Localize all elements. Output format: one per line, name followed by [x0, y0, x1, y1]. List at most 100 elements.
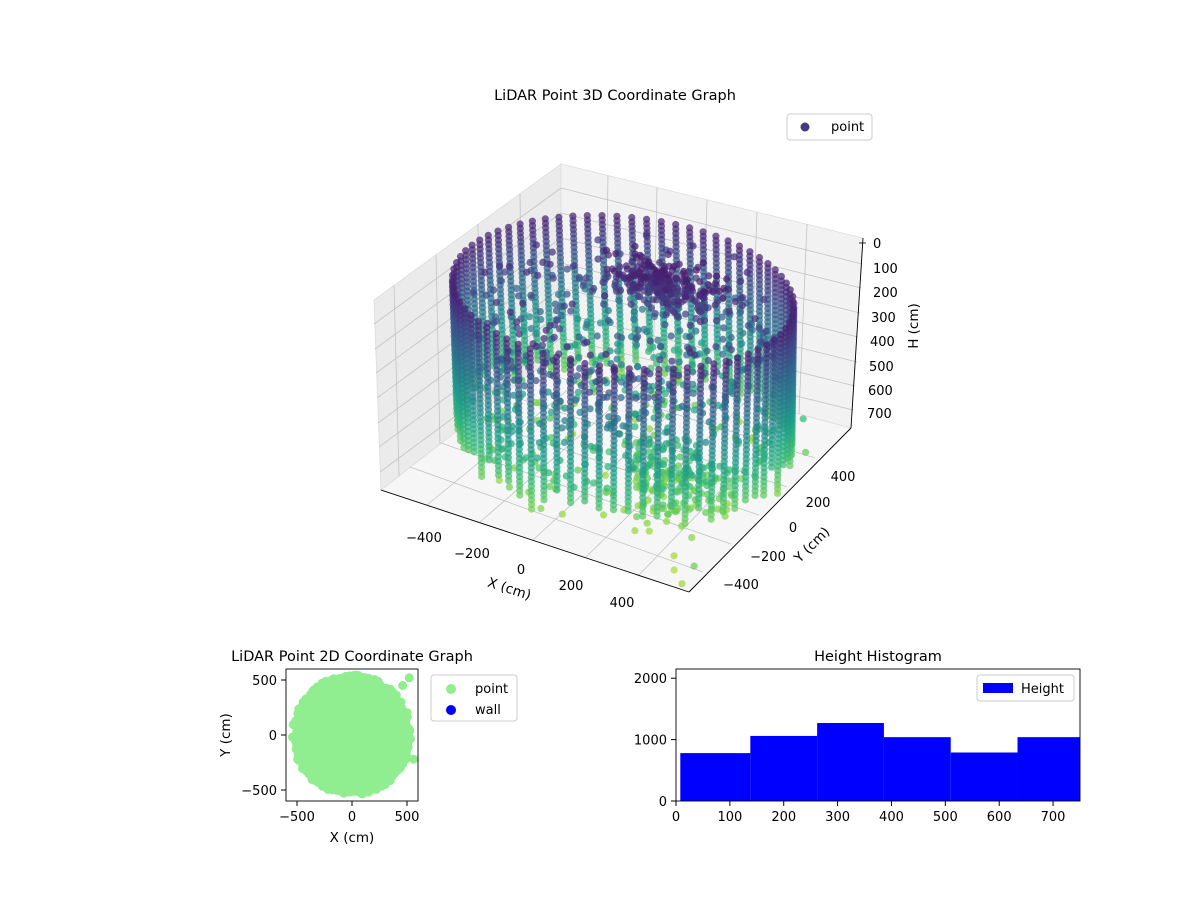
- point-marker: [757, 338, 765, 346]
- legend-label: point: [831, 120, 864, 135]
- point-marker: [690, 562, 698, 570]
- point-marker: [670, 263, 678, 271]
- point-cloud-fill: [294, 672, 409, 793]
- point-marker: [689, 389, 697, 397]
- histogram-bar: [1017, 737, 1080, 801]
- x-tick-label: 0: [672, 810, 680, 825]
- point-marker: [627, 274, 635, 282]
- point-cloud-3d: [448, 212, 810, 588]
- point-marker: [533, 454, 542, 462]
- point-marker: [646, 370, 654, 378]
- legend-marker-height: [983, 683, 1013, 693]
- point-marker: [673, 312, 681, 320]
- point-marker: [482, 291, 490, 299]
- point-marker: [799, 415, 807, 423]
- point-marker: [574, 315, 582, 323]
- point-marker: [604, 463, 612, 471]
- point-marker: [692, 266, 700, 274]
- point-marker: [731, 504, 739, 512]
- point-marker: [686, 321, 694, 329]
- point-marker: [506, 308, 514, 316]
- point-marker: [603, 265, 611, 273]
- point-marker: [700, 288, 708, 296]
- x-ticks-hist: 0 100 200 300 400 500 600 700: [672, 801, 1065, 825]
- x-tick-label: −500: [279, 810, 315, 825]
- point-marker: [668, 357, 676, 365]
- point-marker: [690, 406, 699, 414]
- z-tick-label: 400: [870, 335, 895, 350]
- histogram-bar: [883, 737, 951, 801]
- histogram-title: Height Histogram: [814, 649, 942, 665]
- point-marker: [681, 310, 690, 318]
- point-marker: [632, 341, 641, 349]
- y-tick-label: 2000: [634, 672, 667, 687]
- point-marker: [550, 333, 558, 341]
- point-marker: [528, 505, 536, 513]
- point-marker: [579, 282, 587, 290]
- z-tick-label: 0: [873, 237, 881, 252]
- point-marker: [532, 377, 540, 385]
- point-marker: [602, 350, 610, 358]
- point-marker: [616, 263, 624, 271]
- legend-hist: Height: [976, 674, 1075, 702]
- point-marker: [632, 335, 641, 343]
- point-marker: [567, 307, 575, 315]
- point-marker: [648, 453, 656, 461]
- point-marker: [773, 489, 782, 497]
- point-marker: [678, 580, 686, 588]
- point-marker: [594, 236, 602, 244]
- point-marker: [605, 413, 613, 421]
- point-marker: [730, 253, 738, 261]
- point-marker: [652, 278, 660, 286]
- point-marker: [714, 505, 722, 513]
- point-marker: [495, 471, 503, 479]
- point-marker: [587, 442, 595, 450]
- point-marker: [802, 448, 810, 456]
- x-tick-label: 0: [348, 810, 356, 825]
- point-marker: [699, 259, 707, 267]
- legend-label: Height: [1021, 682, 1064, 697]
- point-marker: [470, 288, 478, 297]
- point-marker: [481, 268, 489, 276]
- point-marker: [719, 293, 727, 302]
- point-marker: [658, 267, 666, 276]
- point-marker: [560, 438, 569, 446]
- point-marker: [727, 333, 735, 342]
- point-marker: [631, 410, 639, 418]
- chart-3d: LiDAR Point 3D Coordinate Graph: [373, 88, 922, 611]
- point-marker: [738, 301, 747, 310]
- point-marker: [516, 491, 524, 499]
- point-marker: [665, 277, 673, 285]
- y-tick-label: −500: [241, 784, 277, 799]
- point-marker: [495, 476, 503, 484]
- point-marker: [523, 268, 531, 276]
- z-tick-label: 600: [868, 384, 893, 399]
- point-marker: [642, 231, 651, 239]
- point-marker: [532, 330, 540, 338]
- point-marker: [547, 434, 555, 442]
- histogram-bar: [750, 735, 818, 801]
- point-marker: [638, 305, 647, 313]
- point-marker: [703, 347, 711, 355]
- y-ticks-2d: 500 0 −500: [241, 674, 286, 799]
- point-marker: [617, 361, 625, 369]
- z-axis-label-3d: H (cm): [906, 303, 922, 349]
- point-marker: [637, 265, 646, 273]
- point-marker: [719, 350, 727, 358]
- x-tick-label: −400: [406, 531, 442, 546]
- point-marker: [632, 356, 640, 364]
- x-tick-label: 500: [933, 810, 958, 825]
- point-marker: [614, 347, 622, 355]
- point-marker: [569, 262, 578, 270]
- point-marker: [586, 351, 595, 359]
- point-marker: [704, 281, 712, 289]
- legend-marker-point: [800, 122, 810, 132]
- point-marker: [634, 362, 642, 371]
- point-marker: [650, 265, 658, 273]
- point-marker: [653, 289, 662, 297]
- point-marker: [497, 277, 505, 285]
- point-marker: [601, 471, 610, 479]
- point-marker: [667, 290, 675, 298]
- point-marker: [619, 422, 627, 430]
